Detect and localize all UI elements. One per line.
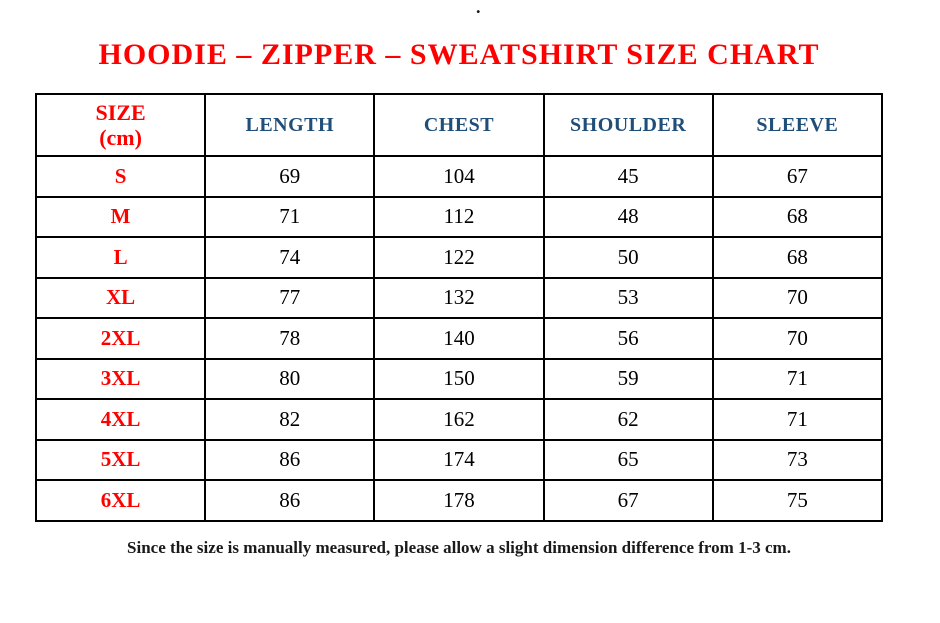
shoulder-cell: 59 <box>542 357 714 400</box>
size-header-line2: (cm) <box>99 125 142 150</box>
length-cell: 74 <box>204 236 376 279</box>
shoulder-cell: 65 <box>542 438 714 481</box>
length-cell: 69 <box>204 155 376 198</box>
sleeve-cell: 67 <box>711 155 884 198</box>
length-cell: 78 <box>204 317 376 360</box>
size-cell: 5XL <box>34 438 207 481</box>
length-cell: 77 <box>204 276 376 319</box>
measurement-note: Since the size is manually measured, ple… <box>127 538 791 557</box>
size-cell: 3XL <box>34 357 207 400</box>
length-cell: 86 <box>204 479 376 522</box>
page-title: HOODIE – ZIPPER – SWEATSHIRT SIZE CHART <box>98 38 820 71</box>
column-header-length: LENGTH <box>204 93 376 157</box>
table-row: 5XL 86 174 65 73 <box>34 438 884 481</box>
sleeve-cell: 68 <box>711 195 884 238</box>
chest-cell: 174 <box>373 438 545 481</box>
sleeve-cell: 71 <box>711 398 884 441</box>
chest-cell: 178 <box>373 479 545 522</box>
table-row: 2XL 78 140 56 70 <box>34 317 884 360</box>
length-cell: 86 <box>204 438 376 481</box>
length-cell: 80 <box>204 357 376 400</box>
sleeve-cell: 70 <box>711 276 884 319</box>
stray-period-mark: . <box>476 0 481 17</box>
table-row: 6XL 86 178 67 75 <box>34 479 884 522</box>
shoulder-cell: 67 <box>542 479 714 522</box>
table-row: 3XL 80 150 59 71 <box>34 357 884 400</box>
length-cell: 82 <box>204 398 376 441</box>
chest-cell: 122 <box>373 236 545 279</box>
size-chart-table: SIZE (cm) LENGTH CHEST SHOULDER SLEEVE S… <box>34 93 884 522</box>
table-row: XL 77 132 53 70 <box>34 276 884 319</box>
sleeve-cell: 70 <box>711 317 884 360</box>
size-cell: XL <box>34 276 207 319</box>
table-row: S 69 104 45 67 <box>34 155 884 198</box>
length-cell: 71 <box>204 195 376 238</box>
size-cell: 6XL <box>34 479 207 522</box>
chest-cell: 104 <box>373 155 545 198</box>
size-cell: 4XL <box>34 398 207 441</box>
chest-cell: 140 <box>373 317 545 360</box>
sleeve-cell: 68 <box>711 236 884 279</box>
chest-cell: 162 <box>373 398 545 441</box>
shoulder-cell: 48 <box>542 195 714 238</box>
size-header-line1: SIZE <box>95 99 146 125</box>
size-cell: L <box>34 236 207 279</box>
table-header: SIZE (cm) LENGTH CHEST SHOULDER SLEEVE <box>34 93 884 157</box>
table-row: L 74 122 50 68 <box>34 236 884 279</box>
sleeve-cell: 71 <box>711 357 884 400</box>
table-row: 4XL 82 162 62 71 <box>34 398 884 441</box>
sleeve-cell: 75 <box>711 479 884 522</box>
chest-cell: 150 <box>373 357 545 400</box>
shoulder-cell: 62 <box>542 398 714 441</box>
size-cell: M <box>34 195 207 238</box>
table-body: S 69 104 45 67 M 71 112 48 68 L 74 122 5… <box>34 155 884 522</box>
shoulder-cell: 56 <box>542 317 714 360</box>
column-header-size: SIZE (cm) <box>34 93 207 157</box>
shoulder-cell: 45 <box>542 155 714 198</box>
shoulder-cell: 50 <box>542 236 714 279</box>
sleeve-cell: 73 <box>711 438 884 481</box>
chest-cell: 132 <box>373 276 545 319</box>
column-header-shoulder: SHOULDER <box>542 93 714 157</box>
size-cell: S <box>34 155 207 198</box>
column-header-sleeve: SLEEVE <box>711 93 884 157</box>
table-row: M 71 112 48 68 <box>34 195 884 238</box>
chest-cell: 112 <box>373 195 545 238</box>
column-header-chest: CHEST <box>373 93 545 157</box>
header-row: SIZE (cm) LENGTH CHEST SHOULDER SLEEVE <box>34 93 884 157</box>
size-cell: 2XL <box>34 317 207 360</box>
shoulder-cell: 53 <box>542 276 714 319</box>
